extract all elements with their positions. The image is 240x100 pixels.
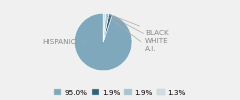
- Wedge shape: [103, 14, 112, 42]
- Legend: 95.0%, 1.9%, 1.9%, 1.3%: 95.0%, 1.9%, 1.9%, 1.3%: [54, 88, 186, 96]
- Text: WHITE: WHITE: [110, 15, 169, 44]
- Wedge shape: [74, 13, 132, 71]
- Text: A.I.: A.I.: [107, 16, 156, 52]
- Text: HISPANIC: HISPANIC: [43, 39, 84, 45]
- Text: BLACK: BLACK: [113, 16, 169, 36]
- Wedge shape: [103, 13, 106, 42]
- Wedge shape: [103, 13, 109, 42]
